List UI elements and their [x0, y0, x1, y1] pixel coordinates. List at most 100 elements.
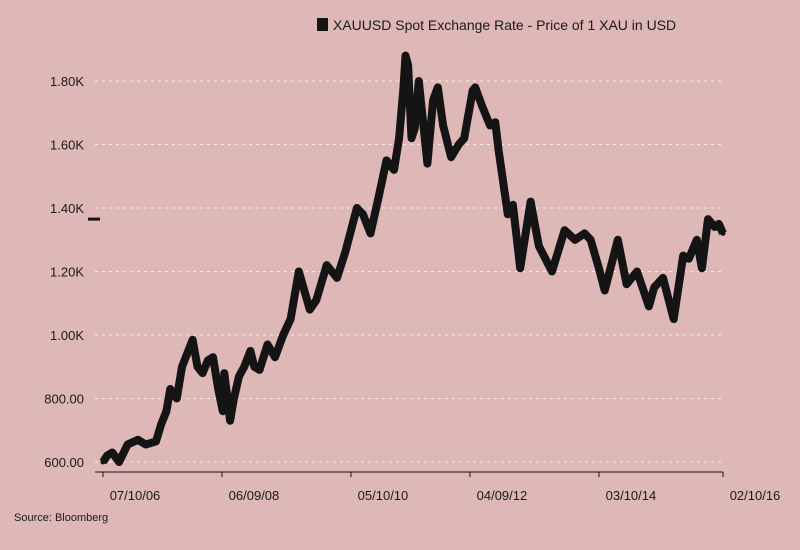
data-point: [265, 342, 270, 347]
data-point: [163, 408, 169, 414]
data-point: [536, 243, 542, 249]
data-point: [435, 84, 441, 90]
data-point: [153, 438, 159, 444]
data-point: [472, 84, 478, 90]
data-point: [646, 303, 652, 309]
data-point: [384, 157, 389, 163]
data-point: [686, 256, 692, 262]
data-point: [227, 418, 233, 424]
x-tick-label: 07/10/06: [110, 488, 161, 503]
x-tick-label: 02/10/16: [730, 488, 781, 503]
data-point: [412, 126, 418, 132]
legend[interactable]: XAUUSD Spot Exchange Rate - Price of 1 X…: [317, 17, 676, 33]
data-point: [440, 122, 446, 128]
data-point: [492, 119, 498, 125]
data-point: [307, 307, 313, 313]
data-point: [430, 97, 436, 103]
data-point: [505, 211, 511, 217]
data-point: [135, 437, 141, 443]
data-point: [615, 237, 621, 243]
data-point: [334, 275, 340, 281]
y-tick-label: 1.40K: [50, 201, 84, 216]
data-point: [517, 265, 523, 271]
y-tick-label: 1.80K: [50, 74, 84, 89]
data-point: [251, 364, 257, 370]
data-point: [368, 230, 373, 236]
data-point: [572, 237, 578, 243]
data-point: [280, 332, 286, 338]
y-tick-label: 1.60K: [50, 138, 84, 153]
data-point: [596, 265, 602, 271]
data-point: [528, 199, 534, 205]
data-point: [236, 373, 242, 379]
data-point: [247, 348, 253, 354]
data-point: [448, 154, 454, 160]
data-point: [288, 316, 294, 322]
y-tick-label: 1.00K: [50, 328, 84, 343]
data-point: [143, 442, 149, 447]
data-point: [200, 370, 206, 376]
data-point: [671, 316, 677, 322]
x-tick-label: 05/10/10: [358, 488, 409, 503]
data-point: [375, 196, 381, 201]
data-point: [680, 253, 686, 259]
series-layer: [99, 51, 727, 466]
data-point: [396, 135, 402, 141]
data-point: [205, 357, 211, 363]
data-point: [405, 62, 411, 68]
data-point: [424, 161, 430, 167]
data-point: [416, 78, 422, 84]
data-point: [602, 288, 608, 293]
data-point: [456, 142, 462, 147]
x-axis-ticks: 07/10/06 06/09/08 05/10/10 04/09/12 03/10/14…: [102, 472, 781, 503]
data-point: [510, 202, 516, 208]
x-tick-label: 04/09/12: [477, 488, 528, 503]
data-point: [231, 396, 237, 401]
series-line: [99, 51, 727, 466]
data-point: [174, 396, 180, 401]
y-tick-label: 800.00: [44, 392, 84, 407]
data-point: [401, 84, 406, 90]
data-point: [272, 354, 278, 360]
data-point: [324, 262, 330, 268]
data-point: [720, 230, 726, 236]
data-point: [210, 354, 216, 360]
data-point: [479, 103, 485, 109]
data-point: [360, 211, 366, 217]
data-point: [694, 237, 700, 243]
data-point: [215, 386, 221, 392]
data-point: [125, 442, 131, 447]
data-point: [313, 297, 319, 303]
data-point: [699, 265, 705, 271]
data-point: [241, 364, 247, 370]
data-point: [391, 167, 397, 173]
data-point: [660, 275, 666, 281]
data-point: [104, 453, 110, 459]
data-point: [624, 281, 630, 287]
data-point: [588, 237, 594, 243]
data-point: [487, 122, 493, 128]
last-value-marker: [88, 217, 100, 221]
data-point: [354, 205, 360, 211]
data-point: [712, 224, 718, 230]
data-point: [195, 364, 200, 370]
data-point: [158, 421, 164, 427]
data-point: [461, 135, 467, 141]
data-point: [403, 53, 408, 59]
legend-swatch: [317, 18, 328, 31]
data-point: [179, 364, 185, 370]
data-point: [100, 459, 106, 465]
data-point: [116, 459, 122, 465]
legend-label: XAUUSD Spot Exchange Rate - Price of 1 X…: [333, 17, 676, 33]
data-point: [109, 450, 115, 455]
data-point: [296, 269, 302, 274]
data-point: [634, 269, 640, 274]
data-point: [342, 249, 348, 255]
data-point: [409, 135, 414, 141]
x-tick-label: 06/09/08: [229, 488, 280, 503]
y-axis-ticks: 600.00 800.00 1.00K 1.20K 1.40K 1.60K 1.80K: [44, 74, 84, 470]
data-point: [190, 337, 196, 343]
data-point: [221, 370, 227, 376]
data-point: [496, 148, 502, 154]
